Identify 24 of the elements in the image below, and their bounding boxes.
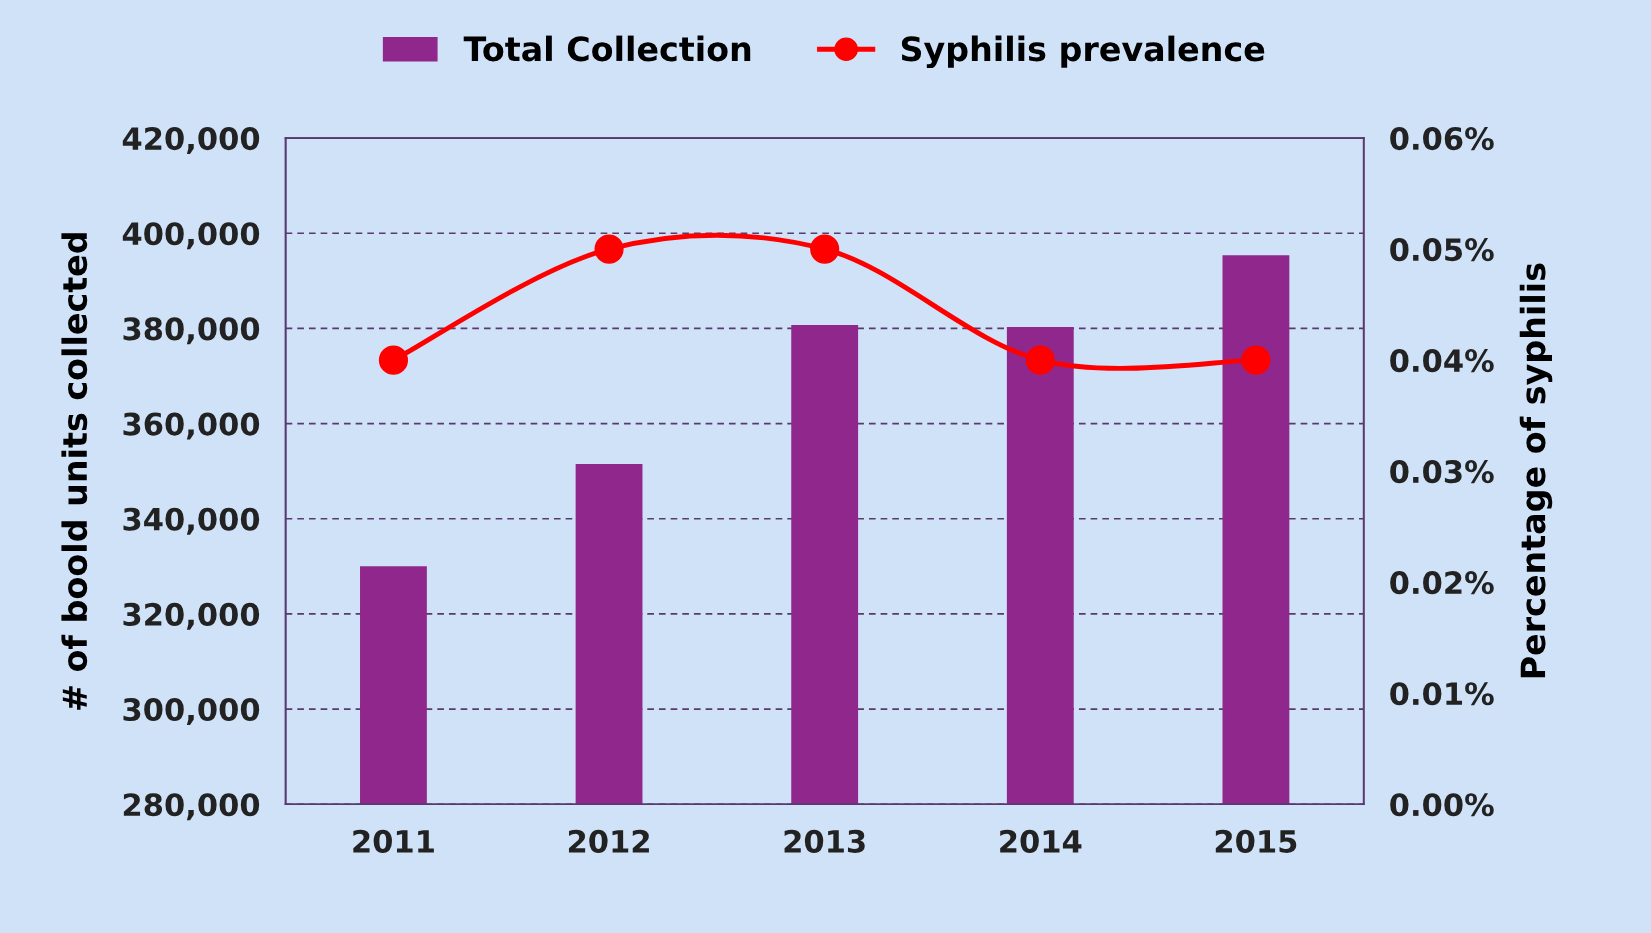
y-tick-label: 300,000	[123, 698, 260, 726]
x-tick-label: 2011	[353, 829, 434, 853]
y2-tick-label: 0.02%	[1390, 571, 1494, 595]
y-tick-label: 280,000	[123, 793, 260, 821]
x-tick-label: 2014	[1000, 829, 1082, 853]
legend-label: Total Collection	[463, 35, 751, 62]
y2-tick-label: 0.04%	[1390, 349, 1494, 373]
y2-tick-label: 0.06%	[1390, 127, 1494, 151]
legend-label: Syphilis prevalence	[901, 35, 1265, 69]
y-axis-title: # of boold units collected	[61, 233, 88, 710]
x-tick-label: 2015	[1215, 829, 1297, 853]
y2-axis-title: Percentage of syphilis	[1519, 263, 1553, 678]
y2-tick-label: 0.01%	[1390, 682, 1494, 706]
y-tick-label: 340,000	[123, 507, 260, 535]
x-tick-label: 2012	[568, 829, 649, 853]
y-tick-label: 360,000	[123, 412, 260, 440]
y-tick-label: 400,000	[122, 222, 260, 250]
x-tick-label: 2013	[784, 829, 865, 853]
y-tick-label: 380,000	[123, 317, 260, 345]
y2-tick-label: 0.05%	[1390, 238, 1494, 262]
y2-tick-label: 0.03%	[1390, 460, 1494, 484]
y-tick-label: 420,000	[122, 127, 260, 155]
y2-tick-label: 0.00%	[1390, 793, 1494, 817]
y-tick-label: 320,000	[123, 602, 260, 630]
